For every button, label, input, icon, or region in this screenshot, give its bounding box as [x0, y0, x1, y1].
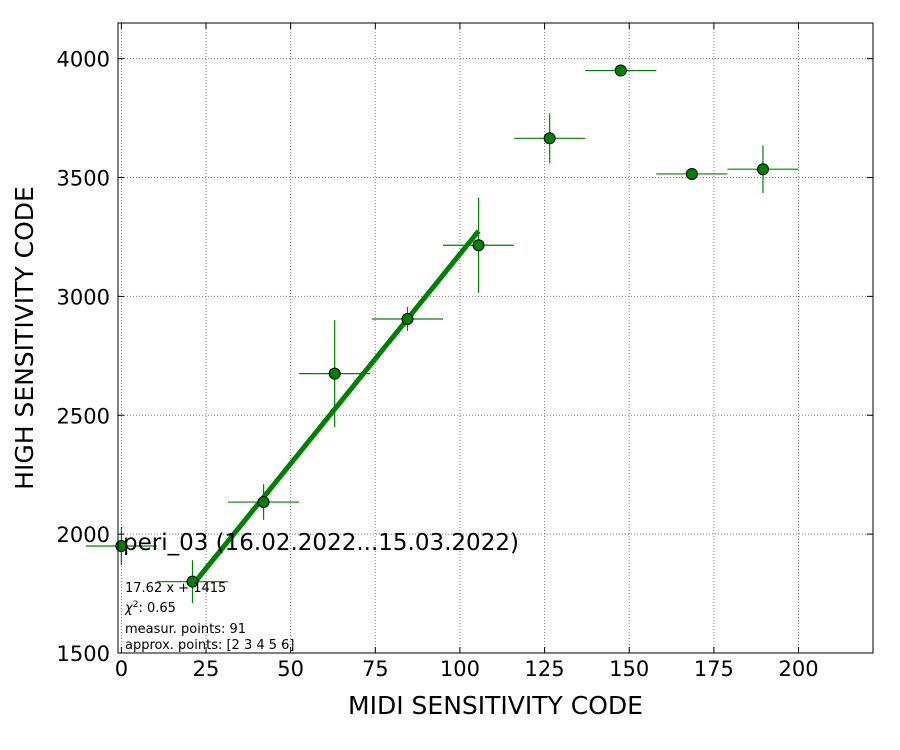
- data-point: [401, 312, 414, 325]
- data-point: [328, 367, 341, 380]
- ticks: [118, 23, 873, 654]
- chi2-superscript: 2: [133, 600, 139, 610]
- data-point: [472, 239, 485, 252]
- y-tick-label: 3500: [57, 167, 110, 191]
- data-point: [186, 575, 199, 588]
- chi2-value: : 0.65: [138, 601, 175, 616]
- x-tick-label: 125: [525, 657, 565, 681]
- y-tick-label: 4000: [57, 48, 110, 72]
- data-point: [115, 540, 128, 553]
- x-tick-label: 150: [609, 657, 649, 681]
- x-tick-label: 0: [115, 657, 128, 681]
- plot-frame: [117, 22, 874, 654]
- data-point: [756, 163, 769, 176]
- annotation-measur-points: measur. points: 91: [125, 622, 246, 637]
- fit-line-group: [190, 229, 481, 587]
- data-point: [543, 132, 556, 145]
- grid: [118, 23, 873, 654]
- y-tick-label: 3000: [57, 285, 110, 309]
- error-bars: [85, 69, 799, 604]
- data-point: [257, 496, 270, 509]
- annotation-title: peri_03 (16.02.2022...15.03.2022): [123, 530, 519, 556]
- x-tick-label: 75: [362, 657, 389, 681]
- data-point: [614, 64, 627, 77]
- x-tick-label: 50: [277, 657, 304, 681]
- x-tick-label: 100: [440, 657, 480, 681]
- annotation-approx-points: approx. points: [2 3 4 5 6]: [125, 638, 295, 653]
- x-tick-label: 200: [778, 657, 818, 681]
- y-tick-label: 2500: [57, 404, 110, 428]
- annotation-equation: 17.62 x + 1415: [125, 581, 226, 596]
- data-point: [685, 167, 698, 180]
- y-tick-label: 1500: [57, 642, 110, 666]
- x-axis-label: MIDI SENSITIVITY CODE: [348, 691, 643, 720]
- annotation-chi2: χ2: 0.65: [124, 600, 176, 616]
- data-points: [115, 64, 769, 588]
- y-tick-label: 2000: [57, 523, 110, 547]
- tick-labels: 0 25 50 75 100 125 150 175 200 1500 2000 2500 3000 35…: [57, 48, 819, 681]
- x-tick-label: 25: [193, 657, 220, 681]
- x-tick-label: 175: [694, 657, 734, 681]
- y-axis-label: HIGH SENSITIVITY CODE: [10, 186, 39, 490]
- fit-line: [190, 229, 481, 587]
- chi2-symbol: χ: [124, 601, 134, 616]
